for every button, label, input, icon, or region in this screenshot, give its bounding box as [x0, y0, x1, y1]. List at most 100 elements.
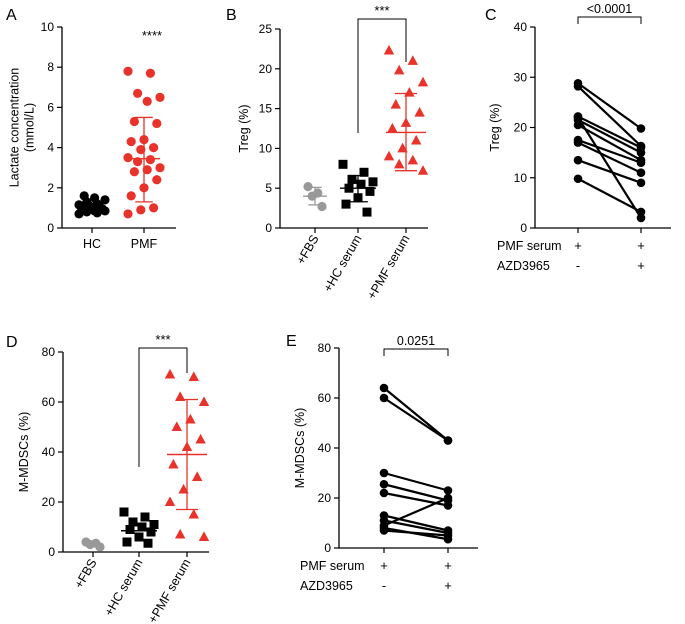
x-tick-label-text: +PMF serum — [146, 557, 194, 624]
x-tick-label: +FBS — [72, 557, 100, 591]
y-tick-label: 0 — [265, 221, 272, 235]
data-point — [164, 496, 176, 506]
pair-line — [577, 177, 642, 213]
data-point — [146, 527, 156, 537]
data-point — [137, 522, 147, 532]
y-tick-label: 20 — [318, 491, 332, 505]
data-point — [573, 155, 583, 165]
data-point — [356, 179, 366, 189]
x-tick-label: +PMF serum — [365, 233, 413, 302]
data-point — [407, 55, 418, 65]
y-tick-label: 0 — [47, 221, 54, 235]
condition-mark: + — [380, 558, 388, 573]
y-tick-label: 0 — [520, 221, 527, 235]
y-tick-label: 60 — [42, 395, 56, 409]
y-tick-label: 10 — [514, 171, 528, 185]
data-point — [411, 134, 422, 145]
y-tick-label: 6 — [47, 100, 54, 114]
significance-label: **** — [142, 28, 162, 43]
condition-row-label: AZD3965 — [497, 259, 550, 273]
data-point — [149, 143, 159, 153]
data-point — [443, 493, 453, 503]
data-point — [359, 167, 369, 177]
data-point — [379, 383, 389, 393]
data-point — [390, 99, 401, 109]
data-point — [140, 512, 150, 522]
data-point — [128, 517, 138, 527]
pair-line — [383, 496, 449, 527]
data-point — [185, 413, 196, 424]
pair-line — [577, 115, 642, 149]
data-point — [133, 157, 143, 167]
data-point — [145, 68, 155, 78]
y-axis-label-line: Treg (%) — [237, 104, 251, 152]
data-point — [171, 421, 182, 431]
y-tick-label: 40 — [42, 445, 56, 459]
data-point — [362, 207, 372, 217]
data-point — [198, 396, 210, 406]
data-point — [79, 191, 89, 201]
data-point — [443, 501, 453, 510]
y-axis-label: M-MDSCs (%) — [17, 412, 31, 493]
data-point — [397, 142, 408, 153]
condition-mark: - — [382, 578, 386, 593]
data-point — [365, 186, 375, 196]
data-point — [123, 153, 133, 163]
data-point — [168, 458, 179, 469]
data-point — [192, 471, 203, 481]
x-tick-label-text: +PMF serum — [365, 233, 413, 302]
panel-letter: C — [485, 7, 497, 24]
pair-line — [577, 139, 642, 164]
y-tick-label: 0 — [48, 545, 55, 559]
x-tick-label: PMF — [131, 237, 158, 251]
significance-label: *** — [374, 3, 389, 18]
pair-line — [383, 397, 449, 442]
data-point — [443, 531, 453, 540]
y-tick-label: 15 — [259, 102, 273, 116]
panel-letter: D — [6, 334, 18, 351]
data-point — [394, 158, 405, 169]
y-axis-label: M-MDSCs (%) — [293, 408, 307, 489]
y-tick-label: 0 — [324, 541, 331, 555]
data-point — [149, 203, 159, 213]
data-point — [123, 66, 133, 76]
pair-line — [577, 159, 642, 184]
data-point — [394, 64, 405, 75]
pair-line — [577, 82, 642, 130]
data-point — [145, 155, 155, 165]
pair-line — [383, 491, 449, 507]
pair-line — [577, 141, 642, 174]
y-tick-label: 40 — [514, 20, 528, 34]
y-tick-label: 20 — [259, 62, 273, 76]
data-point — [636, 168, 646, 178]
data-point — [129, 167, 139, 177]
panel-letter: B — [226, 7, 237, 24]
data-point — [143, 538, 153, 548]
data-point — [134, 532, 144, 542]
data-point — [136, 205, 146, 215]
data-point — [379, 526, 389, 535]
significance-bracket — [138, 347, 188, 467]
condition-mark: + — [444, 558, 452, 573]
data-point — [175, 391, 186, 401]
data-point — [188, 508, 199, 519]
data-point — [636, 124, 646, 133]
data-point — [152, 175, 162, 185]
condition-mark: + — [637, 258, 645, 273]
pair-line — [383, 471, 449, 492]
y-tick-label: 4 — [47, 141, 54, 155]
y-axis-label-line: Lactate concentration — [8, 68, 22, 188]
data-point — [164, 368, 176, 379]
data-point — [338, 159, 348, 169]
data-point — [119, 507, 129, 517]
data-point — [155, 92, 165, 102]
data-point — [317, 201, 327, 212]
panel-letter: A — [6, 7, 17, 24]
y-tick-label: 5 — [265, 181, 272, 195]
data-point — [347, 174, 357, 184]
y-tick-label: 2 — [47, 181, 54, 195]
y-axis-label-line: (mmol/L) — [23, 103, 37, 152]
data-point — [443, 436, 453, 445]
data-point — [443, 486, 453, 495]
x-tick-label-text: +HC serum — [321, 233, 365, 295]
